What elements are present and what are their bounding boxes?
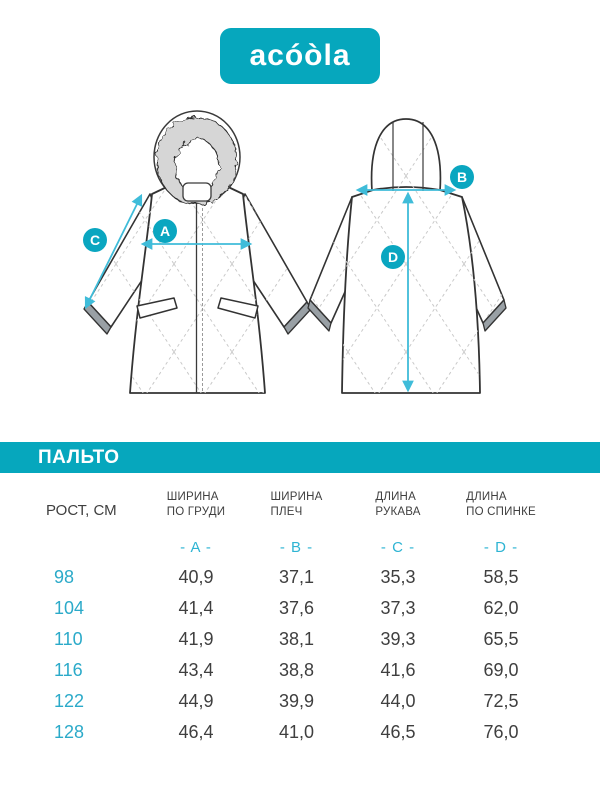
value-cell: 69,0 — [483, 660, 519, 680]
column-header-back-line2: ПО СПИНКЕ — [466, 506, 536, 518]
size-cell: 104 — [54, 598, 85, 618]
column-header-back-length: ДЛИНА ПО СПИНКЕ — [449, 486, 553, 526]
section-title-bar: ПАЛЬТО — [0, 442, 600, 473]
measure-key-c: - C - — [380, 538, 416, 556]
value-cell: 44,0 — [380, 691, 416, 711]
value-cell: 41,0 — [278, 722, 315, 742]
value-cell: 46,4 — [178, 722, 214, 742]
value-cell: 43,4 — [178, 660, 214, 680]
value-cell: 41,4 — [178, 598, 214, 618]
value-cell: 38,1 — [278, 629, 315, 649]
column-header-sleeve-line2: РУКАВА — [375, 506, 421, 518]
measure-key-a: - A - — [180, 538, 212, 556]
column-header-chest-width: ШИРИНА ПО ГРУДИ — [146, 486, 246, 526]
front-left-pocket — [136, 297, 178, 319]
value-cell: 35,3 — [380, 567, 416, 587]
value-cell: 37,1 — [278, 567, 315, 587]
column-header-shoulder-line2: ПЛЕЧ — [270, 506, 303, 518]
column-header-shoulder-width: ШИРИНА ПЛЕЧ — [246, 486, 347, 526]
coat-front-view — [83, 110, 312, 394]
value-cell: 76,0 — [483, 722, 519, 742]
size-cell: 110 — [54, 629, 83, 649]
column-header-back-line1: ДЛИНА — [466, 491, 507, 503]
badge-d-letter: D — [388, 249, 398, 265]
value-cell: 44,9 — [178, 691, 214, 711]
value-cell: 62,0 — [483, 598, 519, 618]
value-cell: 37,6 — [278, 598, 315, 618]
badge-c-letter: C — [90, 232, 100, 248]
chin-guard — [182, 182, 212, 202]
value-cell: 41,6 — [380, 660, 416, 680]
value-cell: 37,3 — [380, 598, 416, 618]
badge-b-letter: B — [457, 169, 467, 185]
value-cell: 39,9 — [278, 691, 315, 711]
badge-a-circle — [153, 219, 177, 243]
column-header-chest-line2: ПО ГРУДИ — [166, 506, 226, 518]
measurement-badges: A C B D — [83, 165, 474, 269]
fur-hood — [153, 110, 241, 206]
column-header-height: РОСТ, СМ — [46, 502, 117, 519]
size-table: РОСТ, СМ ШИРИНА ПО ГРУДИ ШИРИНА ПЛЕЧ ДЛИ… — [0, 486, 600, 748]
measure-key-spacer — [0, 526, 146, 562]
measure-key-d: - D - — [483, 538, 519, 556]
front-right-pocket — [217, 297, 259, 319]
column-header-chest-line1: ШИРИНА — [166, 491, 219, 503]
sleeve-length-arrow — [84, 193, 143, 310]
back-left-cuff — [307, 299, 332, 332]
value-cell: 41,9 — [178, 629, 214, 649]
value-cell: 39,3 — [380, 629, 416, 649]
value-cell: 38,8 — [278, 660, 315, 680]
measurement-arrows — [84, 184, 457, 393]
value-cell: 46,5 — [380, 722, 416, 742]
badge-a-letter: A — [160, 223, 170, 239]
brand-logo-text: acóòla — [249, 39, 351, 72]
garment-diagram: A C B D — [83, 110, 507, 394]
value-cell: 58,5 — [483, 567, 519, 587]
value-cell: 72,5 — [483, 691, 519, 711]
back-right-cuff — [482, 299, 507, 332]
value-cell: 40,9 — [178, 567, 214, 587]
size-cell: 122 — [54, 691, 85, 711]
value-cell: 65,5 — [483, 629, 519, 649]
measure-key-b: - B - — [279, 538, 314, 556]
brand-logo: acóòla — [220, 28, 380, 84]
size-cell: 116 — [54, 660, 83, 680]
column-header-shoulder-line1: ШИРИНА — [270, 491, 323, 503]
section-title: ПАЛЬТО — [38, 446, 120, 468]
size-cell: 98 — [54, 567, 75, 587]
badge-b-circle — [450, 165, 474, 189]
column-header-sleeve-line1: ДЛИНА — [375, 491, 416, 503]
column-header-sleeve-length: ДЛИНА РУКАВА — [347, 486, 449, 526]
badge-c-circle — [83, 228, 107, 252]
size-cell: 128 — [54, 722, 85, 742]
badge-d-circle — [381, 245, 405, 269]
